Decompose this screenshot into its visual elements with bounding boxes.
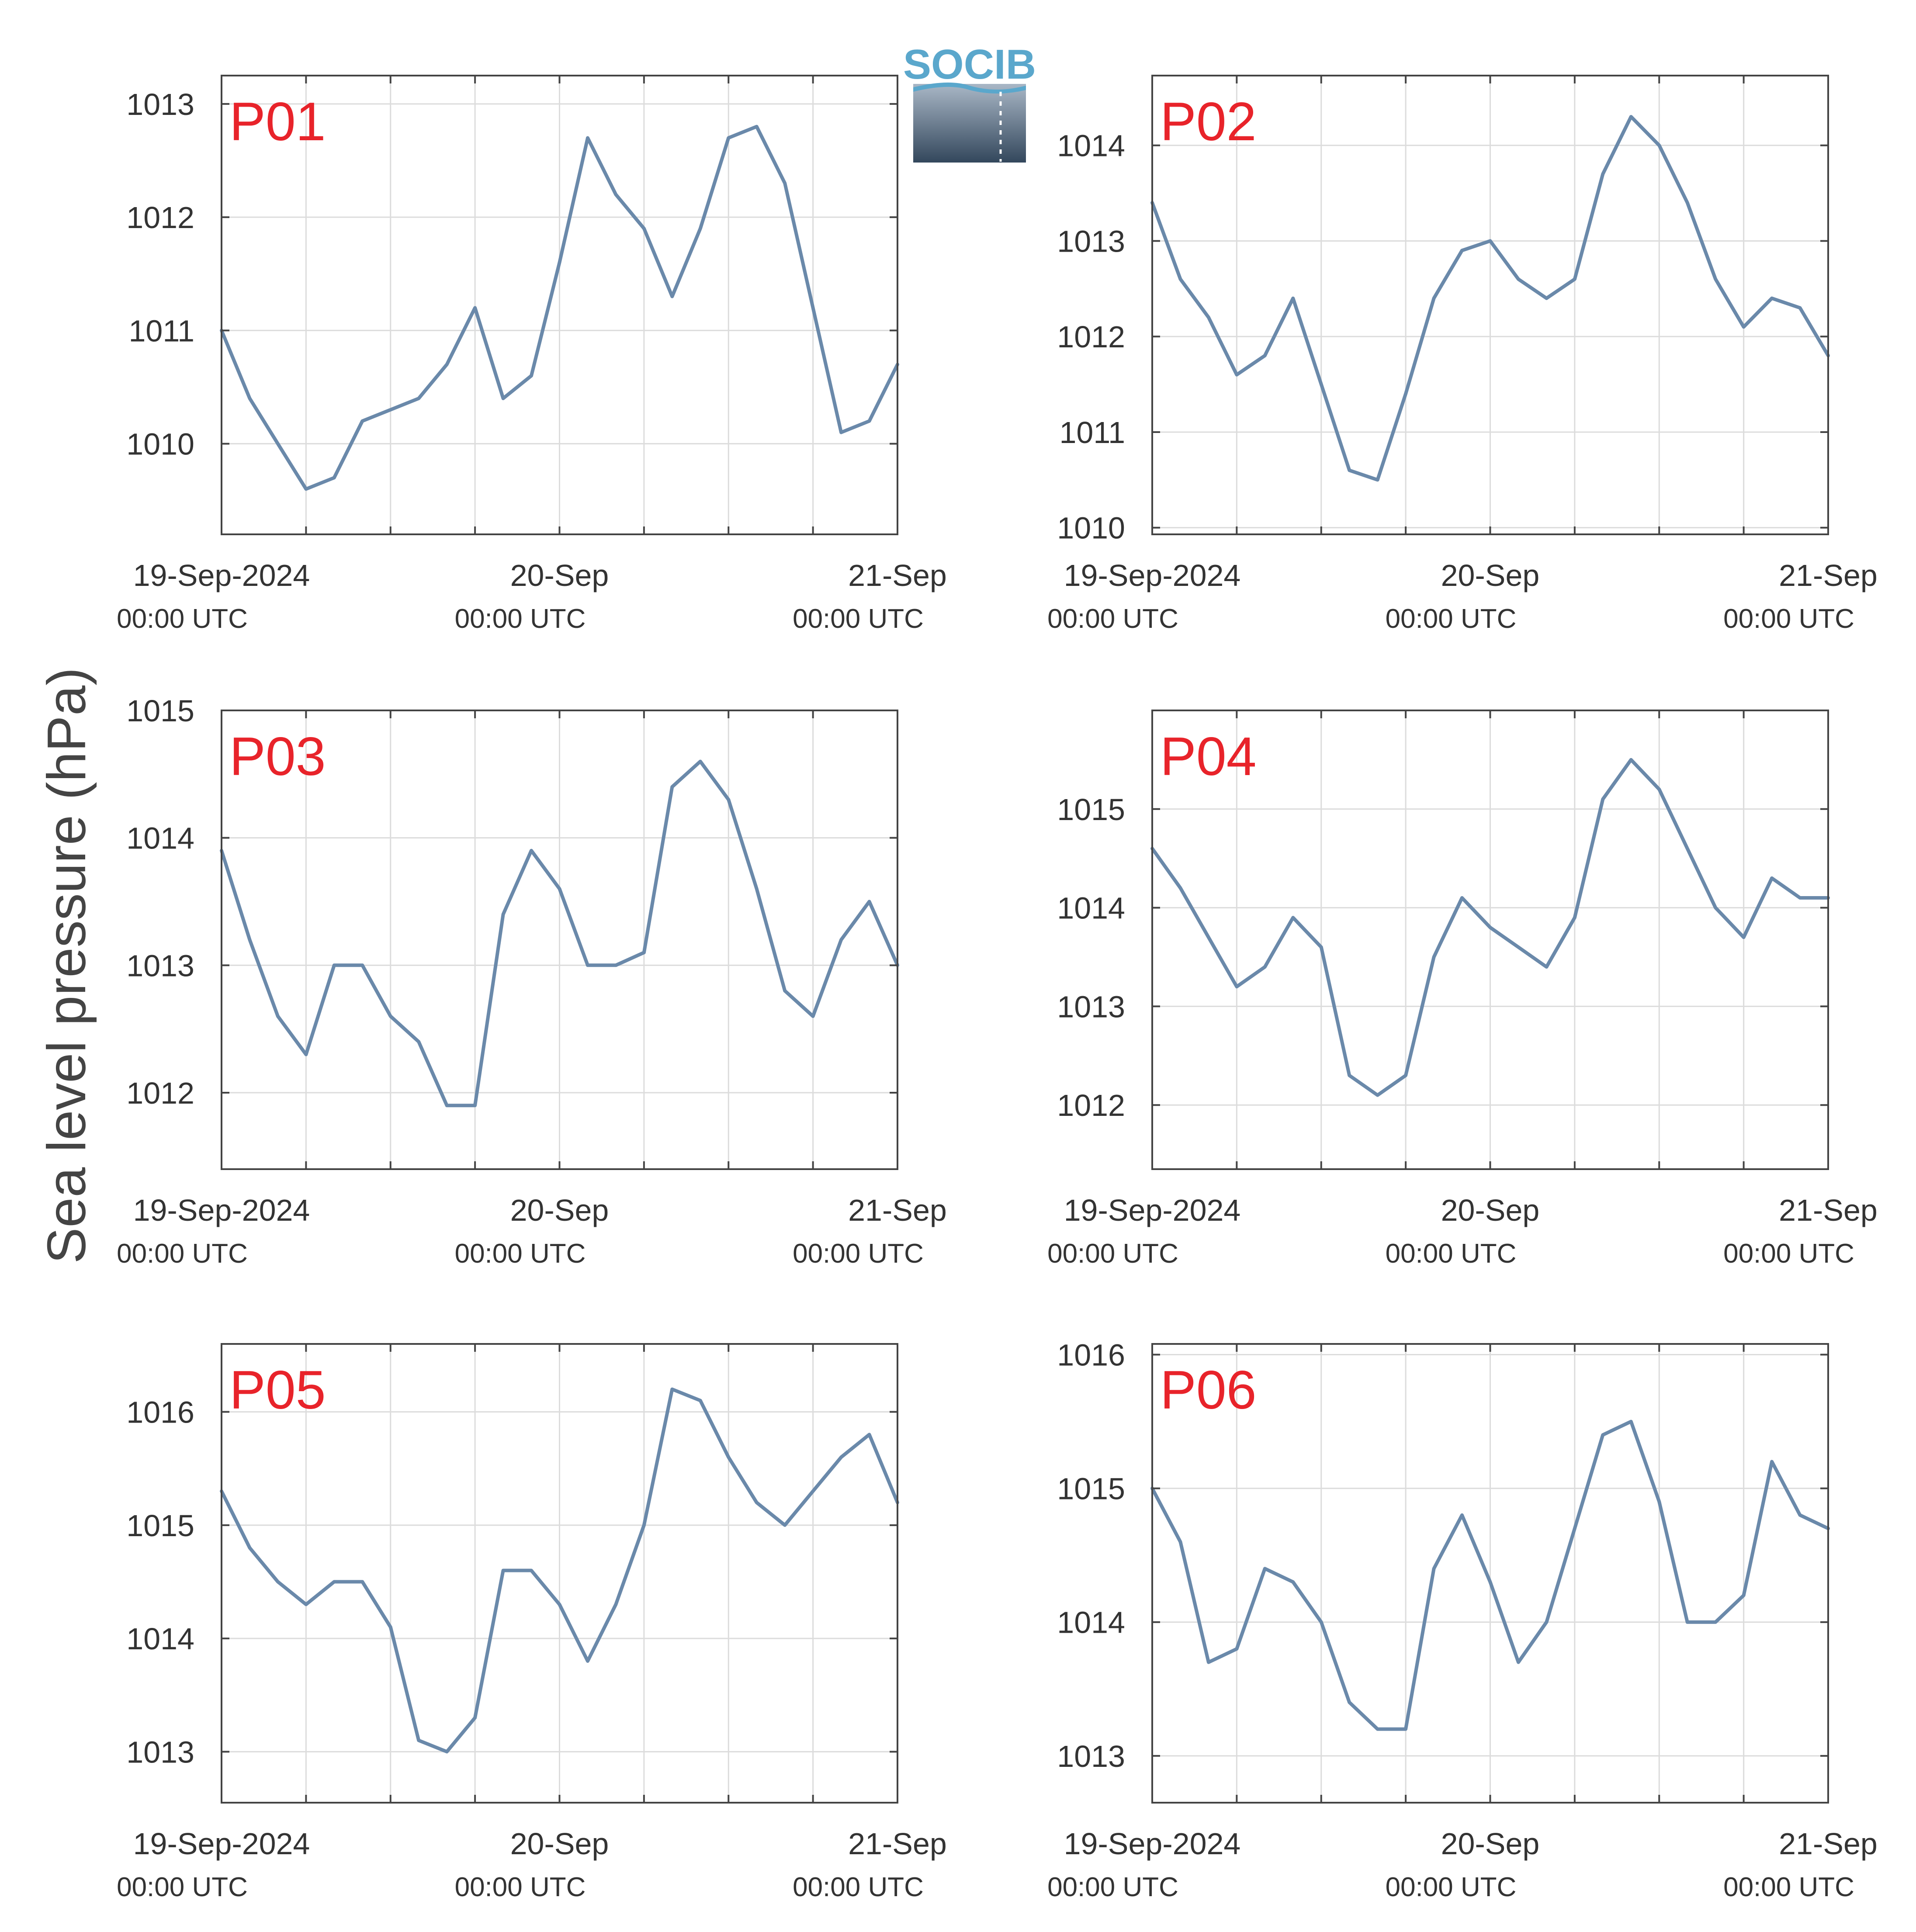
- chart-panel-1: 1010 1011 1012 1013 19-Sep-2024 00:00 UTC 20-S…: [117, 75, 947, 634]
- x-tick-label: 21-Sep: [1779, 1193, 1878, 1227]
- y-tick-label: 1016: [126, 1395, 194, 1430]
- y-tick-label: 1014: [1057, 1606, 1125, 1640]
- panel-label: P04: [1160, 727, 1257, 787]
- x-tick-sublabel: 00:00 UTC: [455, 604, 586, 634]
- x-tick-sublabel: 00:00 UTC: [1723, 1239, 1854, 1269]
- y-tick-label: 1012: [1057, 1088, 1125, 1122]
- y-tick-label: 1012: [1057, 320, 1125, 354]
- pressure-series-line: [1150, 1420, 1830, 1731]
- x-tick-sublabel: 00:00 UTC: [1723, 1872, 1854, 1902]
- y-tick-label: 1010: [1057, 511, 1125, 545]
- y-tick-label: 1011: [128, 314, 194, 348]
- x-tick-sublabel: 00:00 UTC: [455, 1239, 586, 1269]
- x-tick-label: 20-Sep: [1441, 1827, 1540, 1861]
- y-tick-label: 1015: [1057, 793, 1125, 827]
- pressure-series-line: [220, 759, 899, 1108]
- y-tick-label: 1012: [126, 1076, 194, 1110]
- x-tick-sublabel: 00:00 UTC: [455, 1872, 586, 1902]
- x-tick-sublabel: 00:00 UTC: [1386, 604, 1517, 634]
- y-tick-label: 1013: [126, 87, 194, 121]
- y-tick-label: 1013: [1057, 990, 1125, 1024]
- x-tick-sublabel: 00:00 UTC: [117, 1872, 248, 1902]
- panel-label: P06: [1160, 1360, 1257, 1420]
- x-tick-label: 19-Sep-2024: [133, 1827, 310, 1861]
- y-tick-label: 1011: [1059, 415, 1125, 450]
- y-tick-label: 1016: [1057, 1338, 1125, 1372]
- x-tick-sublabel: 00:00 UTC: [1047, 604, 1178, 634]
- x-tick-sublabel: 00:00 UTC: [1047, 1872, 1178, 1902]
- chart-panel-2: 1010 1011 1012 1013 1014 19-Sep-2024 00:00 UTC…: [1047, 75, 1878, 634]
- x-tick-label: 21-Sep: [848, 558, 947, 592]
- pressure-series-line: [1150, 758, 1830, 1097]
- x-tick-label: 19-Sep-2024: [1064, 1827, 1241, 1861]
- chart-panel-5: 1013 1014 1015 1016 19-Sep-2024 00:00 UTC 20-S…: [117, 1343, 947, 1902]
- x-tick-sublabel: 00:00 UTC: [117, 604, 248, 634]
- y-tick-label: 1012: [126, 201, 194, 235]
- x-tick-label: 21-Sep: [848, 1827, 947, 1861]
- x-tick-sublabel: 00:00 UTC: [1386, 1239, 1517, 1269]
- x-tick-label: 21-Sep: [848, 1193, 947, 1227]
- x-tick-label: 21-Sep: [1779, 1827, 1878, 1861]
- x-tick-sublabel: 00:00 UTC: [1047, 1239, 1178, 1269]
- chart-panel-4: 1012 1013 1014 1015 19-Sep-2024 00:00 UTC 20-S…: [1047, 710, 1878, 1269]
- x-tick-label: 21-Sep: [1779, 558, 1878, 592]
- chart-panel-6: 1013 1014 1015 1016 19-Sep-2024 00:00 UTC 20-S…: [1047, 1338, 1878, 1902]
- y-tick-label: 1013: [126, 949, 194, 983]
- chart-panel-3: 1012 1013 1014 1015 19-Sep-2024 00:00 UTC 20-S…: [117, 694, 947, 1269]
- y-tick-label: 1014: [126, 1622, 194, 1656]
- x-tick-sublabel: 00:00 UTC: [793, 1872, 924, 1902]
- y-tick-label: 1015: [126, 694, 194, 728]
- y-tick-label: 1015: [126, 1509, 194, 1543]
- panel-label: P02: [1160, 92, 1257, 152]
- logo-wave: [913, 82, 1026, 93]
- y-tick-label: 1014: [1057, 129, 1125, 163]
- logo-wordmark: SOCIB: [903, 41, 1036, 88]
- x-tick-label: 20-Sep: [510, 558, 609, 592]
- panel-label: P01: [229, 92, 326, 152]
- pressure-series-line: [220, 1387, 899, 1754]
- y-tick-label: 1015: [1057, 1472, 1125, 1506]
- x-tick-sublabel: 00:00 UTC: [117, 1239, 248, 1269]
- x-tick-sublabel: 00:00 UTC: [1723, 604, 1854, 634]
- y-tick-label: 1010: [126, 427, 194, 461]
- x-tick-sublabel: 00:00 UTC: [793, 604, 924, 634]
- x-tick-label: 19-Sep-2024: [133, 1193, 310, 1227]
- logo-water-block: [913, 84, 1026, 163]
- y-tick-label: 1013: [1057, 1739, 1125, 1773]
- panel-label: P05: [229, 1360, 326, 1420]
- x-tick-label: 19-Sep-2024: [1064, 1193, 1241, 1227]
- y-tick-label: 1013: [1057, 224, 1125, 258]
- y-tick-label: 1014: [1057, 891, 1125, 925]
- x-tick-sublabel: 00:00 UTC: [793, 1239, 924, 1269]
- x-tick-label: 20-Sep: [1441, 1193, 1540, 1227]
- x-tick-label: 20-Sep: [510, 1193, 609, 1227]
- y-tick-label: 1014: [126, 821, 194, 855]
- y-axis-label: Sea level pressure (hPa): [37, 668, 97, 1264]
- y-tick-label: 1013: [126, 1735, 194, 1769]
- pressure-series-line: [1150, 115, 1830, 482]
- x-tick-label: 20-Sep: [510, 1827, 609, 1861]
- x-tick-sublabel: 00:00 UTC: [1386, 1872, 1517, 1902]
- panel-label: P03: [229, 727, 326, 787]
- socib-logo: SOCIB: [903, 41, 1036, 163]
- x-tick-label: 20-Sep: [1441, 558, 1540, 592]
- pressure-series-line: [220, 125, 899, 491]
- x-tick-label: 19-Sep-2024: [1064, 558, 1241, 592]
- panels: 1010 1011 1012 1013 19-Sep-2024 00:00 UTC 20-S…: [117, 75, 1878, 1902]
- x-tick-label: 19-Sep-2024: [133, 558, 310, 592]
